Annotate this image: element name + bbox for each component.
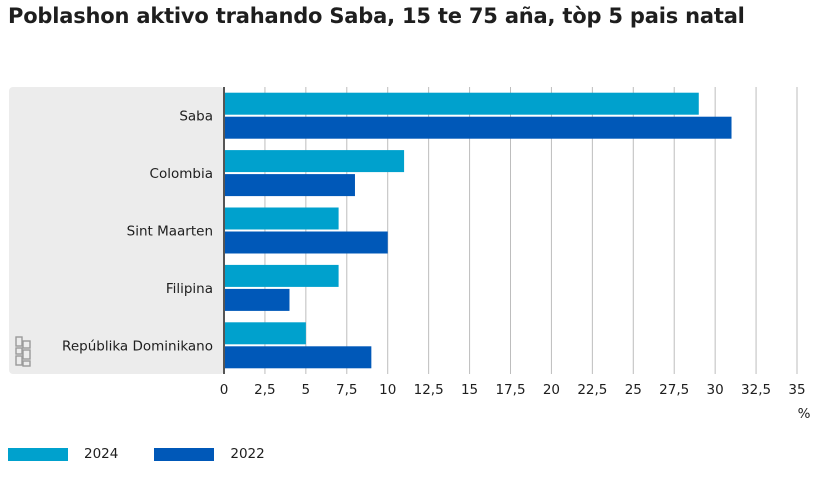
- x-tick-label: 2,5: [254, 382, 275, 398]
- legend-label-2024: 2024: [84, 446, 119, 462]
- bar-2022: [224, 346, 372, 369]
- bar-2022: [224, 231, 388, 254]
- cbs-logo-icon: [15, 336, 31, 367]
- category-panel: [9, 87, 224, 374]
- category-label: Repúblika Dominikano: [62, 338, 213, 354]
- x-tick-label: 20: [543, 382, 560, 398]
- bar-2024: [224, 207, 339, 230]
- category-label: Colombia: [150, 166, 213, 182]
- legend-label-2022: 2022: [230, 446, 265, 462]
- legend-swatch-2022: [154, 447, 215, 461]
- category-label: Saba: [179, 109, 213, 125]
- x-tick-label: 15: [461, 382, 478, 398]
- category-labels: Saba Colombia Sint Maarten Filipina Repúblik…: [62, 109, 213, 355]
- category-label: Sint Maarten: [127, 224, 213, 240]
- x-tick-label: 10: [379, 382, 396, 398]
- legend-item-2024: 2024: [8, 446, 118, 462]
- x-tick-labels: 0 2,5 5 7,5 10 12,5 15 17,5 20 22,5 25 27,5 30 32,5 35: [220, 382, 806, 398]
- bar-2024: [224, 150, 405, 173]
- x-tick-label: 22,5: [577, 382, 607, 398]
- x-tick-label: 27,5: [659, 382, 689, 398]
- bar-2024: [224, 322, 306, 345]
- legend-item-2022: 2022: [154, 446, 265, 462]
- x-tick-label: 7,5: [336, 382, 357, 398]
- bar-2022: [224, 288, 290, 311]
- legend: 2024 2022: [8, 446, 301, 462]
- legend-swatch-2024: [8, 447, 68, 461]
- x-tick-label: 12,5: [414, 382, 444, 398]
- bars: [224, 92, 732, 369]
- x-tick-label: 35: [788, 382, 805, 398]
- x-tick-label: 0: [220, 382, 229, 398]
- bar-2022: [224, 116, 732, 139]
- bar-2022: [224, 174, 355, 197]
- bar-2024: [224, 264, 339, 287]
- chart-title: Poblashon aktivo trahando Saba, 15 te 75…: [8, 4, 745, 28]
- x-unit-label: %: [798, 406, 811, 422]
- x-tick-label: 32,5: [741, 382, 771, 398]
- x-tick-label: 25: [625, 382, 642, 398]
- x-tick-label: 5: [302, 382, 311, 398]
- bar-2024: [224, 92, 699, 115]
- x-tick-label: 17,5: [495, 382, 525, 398]
- x-tick-label: 30: [707, 382, 724, 398]
- category-label: Filipina: [166, 281, 213, 297]
